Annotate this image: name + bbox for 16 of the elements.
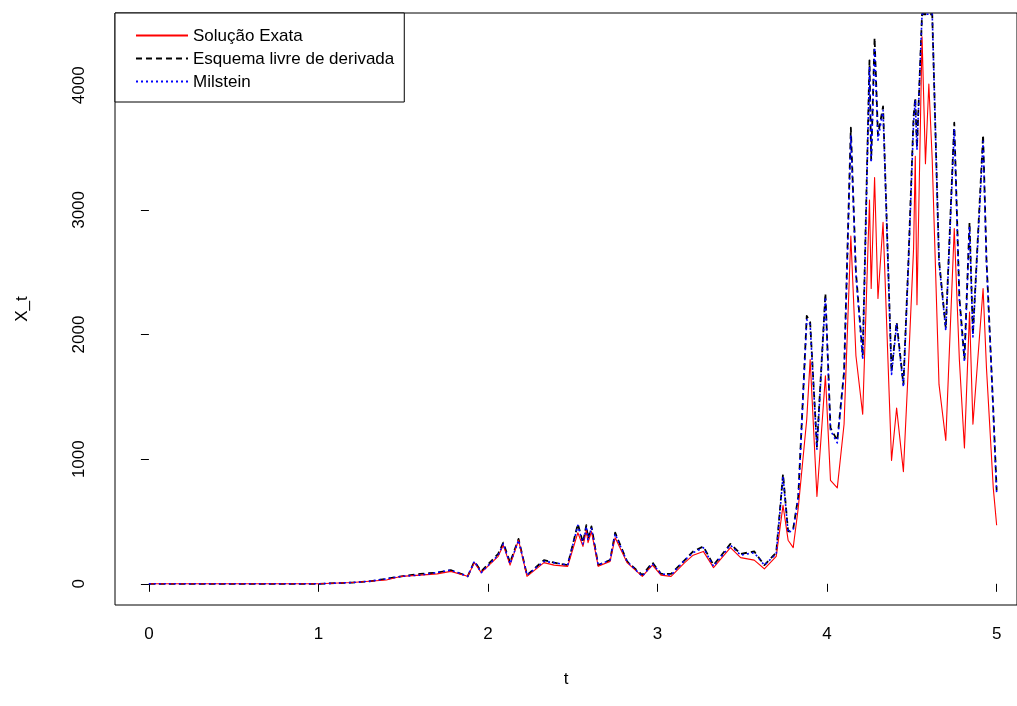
legend-label: Esquema livre de derivada	[193, 49, 395, 68]
y-axis-title: X_t	[12, 295, 31, 322]
x-tick-label: 3	[652, 624, 663, 643]
y-tick-label: 0	[69, 579, 88, 589]
y-tick-label: 3000	[69, 191, 88, 229]
x-tick-label: 0	[144, 624, 154, 643]
x-axis-title: t	[563, 669, 569, 688]
y-tick-label: 4000	[69, 66, 88, 105]
y-tick-label: 2000	[69, 315, 88, 354]
legend-label: Solução Exata	[193, 26, 304, 45]
y-tick-label: 1000	[69, 440, 88, 479]
legend-label: Milstein	[193, 72, 251, 91]
x-tick-label: 1	[313, 624, 324, 643]
x-tick-label: 2	[483, 624, 493, 643]
x-tick-label: 4	[822, 624, 832, 643]
x-tick-label: 5	[991, 624, 1002, 643]
